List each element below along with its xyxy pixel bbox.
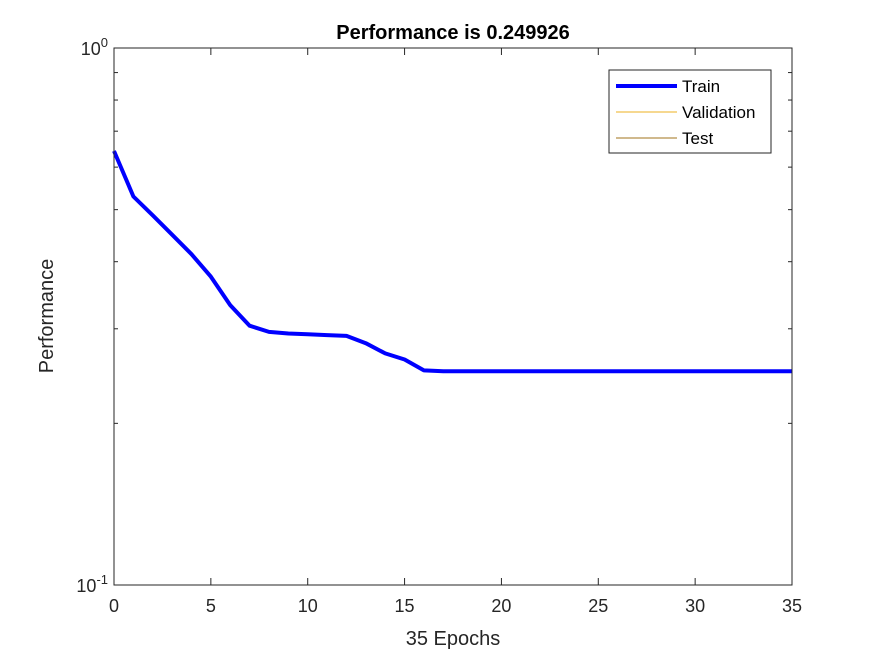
x-tick-label: 20: [491, 596, 511, 616]
x-tick-label: 25: [588, 596, 608, 616]
y-tick-label: 10-1: [76, 572, 108, 596]
legend-label-validation: Validation: [682, 103, 755, 122]
y-tick-exponent: 0: [101, 35, 108, 50]
y-tick-base: 10: [76, 576, 96, 596]
y-tick-label: 100: [81, 35, 108, 59]
plot-frame: [113, 47, 793, 586]
chart-title: Performance is 0.249926: [336, 22, 570, 44]
legend: Train Validation Test: [608, 69, 772, 154]
y-axis-label: Performance: [36, 259, 58, 374]
series-line-train: [112, 150, 792, 374]
legend-label-train: Train: [682, 77, 720, 96]
x-tick-label: 0: [109, 596, 119, 616]
y-tick-exponent: -1: [96, 572, 108, 587]
x-tick-label: 10: [298, 596, 318, 616]
x-tick-label: 30: [685, 596, 705, 616]
x-tick-label: 35: [782, 596, 802, 616]
series-layer: [112, 150, 792, 374]
x-axis-label: 35 Epochs: [406, 628, 501, 650]
legend-label-test: Test: [682, 129, 713, 148]
y-tick-base: 10: [81, 39, 101, 59]
x-tick-label: 15: [395, 596, 415, 616]
x-tick-label: 5: [206, 596, 216, 616]
